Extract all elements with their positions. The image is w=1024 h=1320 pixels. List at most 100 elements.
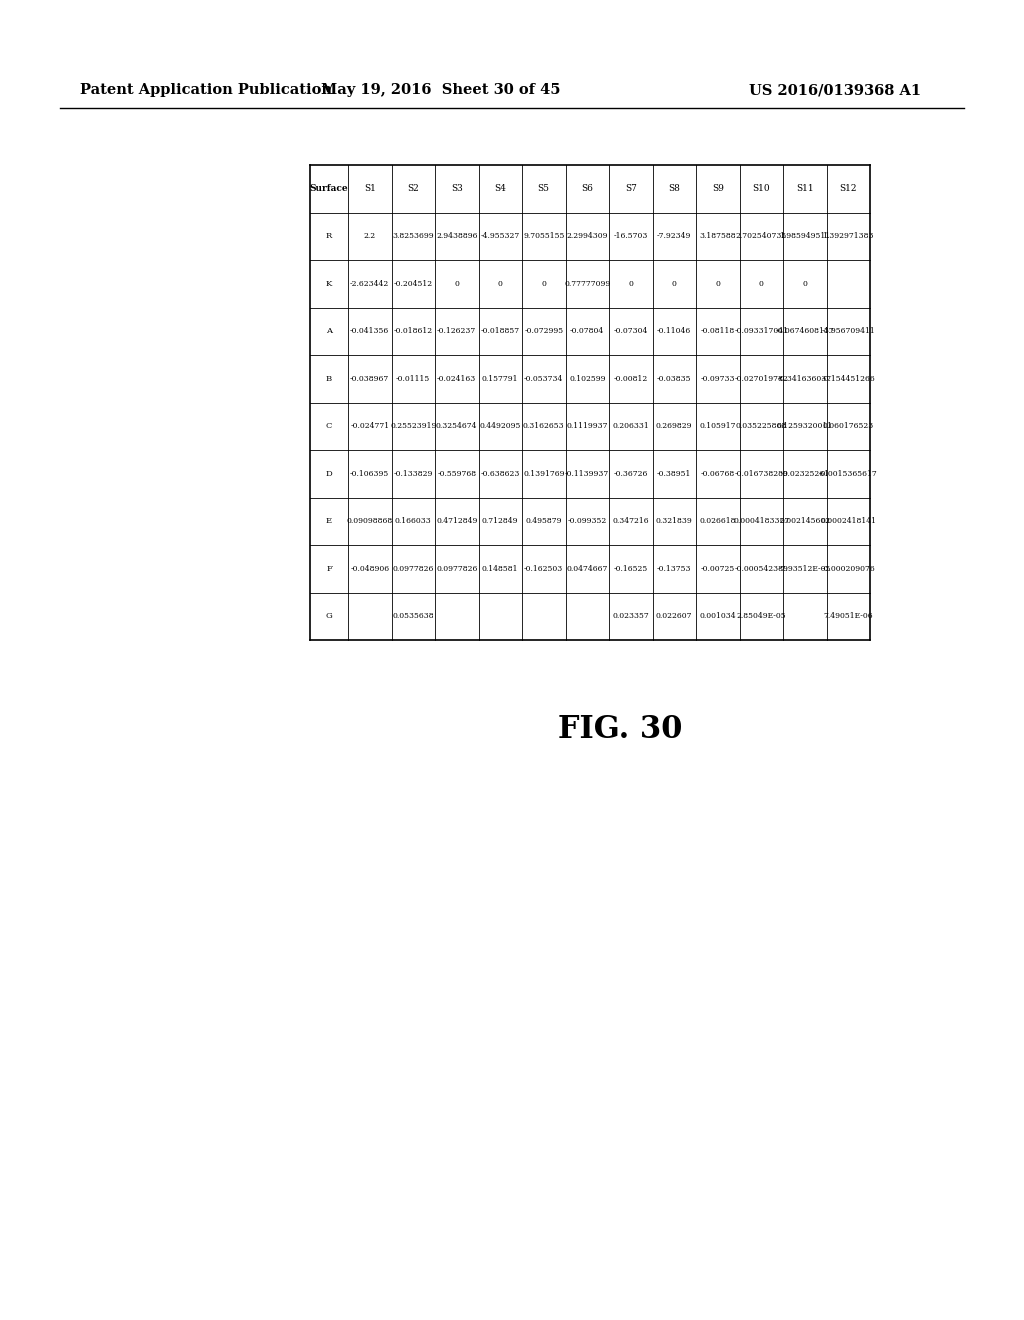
Text: -0.154451266: -0.154451266 <box>821 375 876 383</box>
Text: R: R <box>326 232 332 240</box>
Text: S9: S9 <box>712 185 724 193</box>
Text: -0.053734: -0.053734 <box>524 375 563 383</box>
Text: 0.0977826: 0.0977826 <box>392 565 434 573</box>
Text: S4: S4 <box>495 185 506 193</box>
Text: -0.024771: -0.024771 <box>350 422 389 430</box>
Text: Surface: Surface <box>309 185 348 193</box>
Text: 0.035225868: 0.035225868 <box>735 422 786 430</box>
Text: 9.7055155: 9.7055155 <box>523 232 564 240</box>
Text: -0.38951: -0.38951 <box>657 470 691 478</box>
Text: -0.559768: -0.559768 <box>437 470 476 478</box>
Text: 2.2: 2.2 <box>364 232 376 240</box>
Text: S11: S11 <box>796 185 813 193</box>
Text: -0.048906: -0.048906 <box>350 565 389 573</box>
Text: 0: 0 <box>629 280 633 288</box>
Text: -0.01115: -0.01115 <box>396 375 430 383</box>
Text: -0.16525: -0.16525 <box>613 565 648 573</box>
Text: 0.157791: 0.157791 <box>482 375 518 383</box>
Text: S12: S12 <box>840 185 857 193</box>
Text: 0.09098868: 0.09098868 <box>347 517 393 525</box>
Text: A: A <box>326 327 332 335</box>
Text: K: K <box>326 280 332 288</box>
Text: 1.985949511: 1.985949511 <box>779 232 830 240</box>
Text: 0.148581: 0.148581 <box>482 565 518 573</box>
Text: -0.016738289: -0.016738289 <box>734 470 788 478</box>
Text: May 19, 2016  Sheet 30 of 45: May 19, 2016 Sheet 30 of 45 <box>321 83 560 96</box>
Text: -0.024163: -0.024163 <box>437 375 476 383</box>
Text: 0: 0 <box>455 280 459 288</box>
Text: -0.0015365617: -0.0015365617 <box>819 470 878 478</box>
Text: -0.0674608137: -0.0674608137 <box>775 327 835 335</box>
Text: -4.956709411: -4.956709411 <box>821 327 876 335</box>
Text: -0.02325261: -0.02325261 <box>780 470 829 478</box>
Text: 2.2994309: 2.2994309 <box>566 232 608 240</box>
Text: -0.018612: -0.018612 <box>393 327 433 335</box>
Text: 0.1119937: 0.1119937 <box>566 422 608 430</box>
Text: -0.099352: -0.099352 <box>567 517 607 525</box>
Text: -0.341636037: -0.341636037 <box>777 375 831 383</box>
Text: 0.102599: 0.102599 <box>569 375 605 383</box>
Text: -0.072995: -0.072995 <box>524 327 563 335</box>
Text: -0.038967: -0.038967 <box>350 375 389 383</box>
Text: 0.347216: 0.347216 <box>612 517 649 525</box>
Text: -0.133829: -0.133829 <box>393 470 433 478</box>
Text: 0.4712849: 0.4712849 <box>436 517 477 525</box>
Text: 0: 0 <box>759 280 764 288</box>
Text: -0.03835: -0.03835 <box>657 375 691 383</box>
Text: 0.206331: 0.206331 <box>612 422 649 430</box>
Text: 0.25523919: 0.25523919 <box>390 422 436 430</box>
Text: G: G <box>326 612 333 620</box>
Text: S7: S7 <box>625 185 637 193</box>
Text: 0.105917: 0.105917 <box>699 422 736 430</box>
Text: 0.166033: 0.166033 <box>395 517 432 525</box>
Text: 0.002145602: 0.002145602 <box>779 517 830 525</box>
Text: 0.321839: 0.321839 <box>656 517 692 525</box>
Text: Patent Application Publication: Patent Application Publication <box>80 83 332 96</box>
Text: 0.001034: 0.001034 <box>699 612 736 620</box>
Text: -0.204512: -0.204512 <box>393 280 433 288</box>
Text: 0.712849: 0.712849 <box>482 517 518 525</box>
Text: 0: 0 <box>672 280 677 288</box>
Text: 0.495879: 0.495879 <box>525 517 562 525</box>
Text: S6: S6 <box>582 185 593 193</box>
Text: -0.126237: -0.126237 <box>437 327 476 335</box>
Text: -0.08118: -0.08118 <box>700 327 735 335</box>
Text: 0.022607: 0.022607 <box>656 612 692 620</box>
Text: C: C <box>326 422 332 430</box>
Text: 7.49051E-06: 7.49051E-06 <box>823 612 873 620</box>
Text: -0.162503: -0.162503 <box>524 565 563 573</box>
Text: -0.36726: -0.36726 <box>613 470 648 478</box>
Text: 0.023357: 0.023357 <box>612 612 649 620</box>
Text: 0: 0 <box>498 280 503 288</box>
Text: 0.0977826: 0.0977826 <box>436 565 477 573</box>
Text: S2: S2 <box>408 185 419 193</box>
Text: -0.027019782: -0.027019782 <box>734 375 788 383</box>
Text: 0.77777099: 0.77777099 <box>564 280 610 288</box>
Text: US 2016/0139368 A1: US 2016/0139368 A1 <box>750 83 922 96</box>
Text: 2.85049E-05: 2.85049E-05 <box>736 612 786 620</box>
Text: -0.13753: -0.13753 <box>657 565 691 573</box>
Text: B: B <box>326 375 332 383</box>
Text: S5: S5 <box>538 185 550 193</box>
Text: -0.00812: -0.00812 <box>613 375 648 383</box>
Text: S3: S3 <box>451 185 463 193</box>
Text: -0.018857: -0.018857 <box>480 327 520 335</box>
Text: -2.623442: -2.623442 <box>350 280 389 288</box>
Text: -0.106395: -0.106395 <box>350 470 389 478</box>
Text: 0: 0 <box>542 280 546 288</box>
Text: -0.000209076: -0.000209076 <box>821 565 876 573</box>
Text: -0.00725: -0.00725 <box>700 565 735 573</box>
Text: 3.187588: 3.187588 <box>699 232 736 240</box>
Text: -16.5703: -16.5703 <box>613 232 648 240</box>
Text: F: F <box>326 565 332 573</box>
Text: -0.06768: -0.06768 <box>700 470 735 478</box>
Text: 0.0002418141: 0.0002418141 <box>820 517 877 525</box>
Text: 2.9438896: 2.9438896 <box>436 232 477 240</box>
Text: -0.1139937: -0.1139937 <box>565 470 609 478</box>
Text: 1.392971383: 1.392971383 <box>822 232 874 240</box>
Text: -0.093317041: -0.093317041 <box>734 327 788 335</box>
Text: -0.07304: -0.07304 <box>613 327 648 335</box>
Text: 0: 0 <box>803 280 807 288</box>
Text: -0.041356: -0.041356 <box>350 327 389 335</box>
Text: 2.702540735: 2.702540735 <box>735 232 786 240</box>
